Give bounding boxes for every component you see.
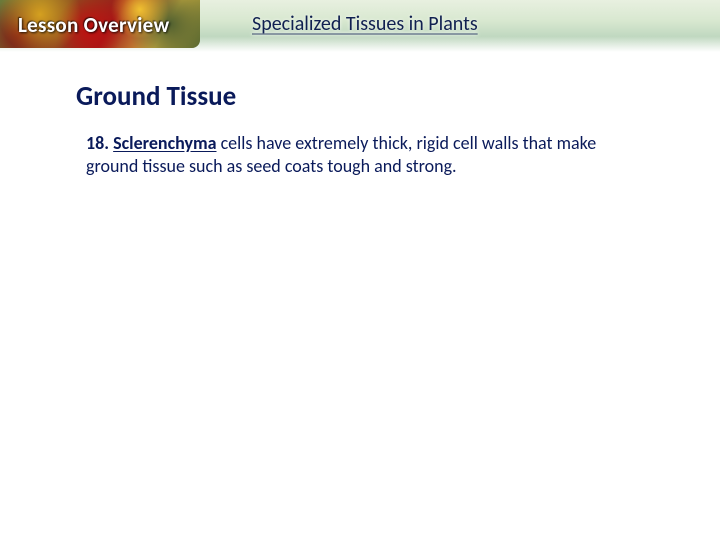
key-term: Sclerenchyma	[113, 132, 216, 154]
body-paragraph: 18. Sclerenchyma cells have extremely th…	[86, 132, 646, 178]
section-heading: Ground Tissue	[76, 80, 236, 113]
item-number: 18.	[86, 132, 109, 154]
header-bar: Lesson Overview Specialized Tissues in P…	[0, 0, 720, 52]
lesson-overview-label: Lesson Overview	[18, 12, 169, 38]
topic-title: Specialized Tissues in Plants	[252, 12, 478, 36]
